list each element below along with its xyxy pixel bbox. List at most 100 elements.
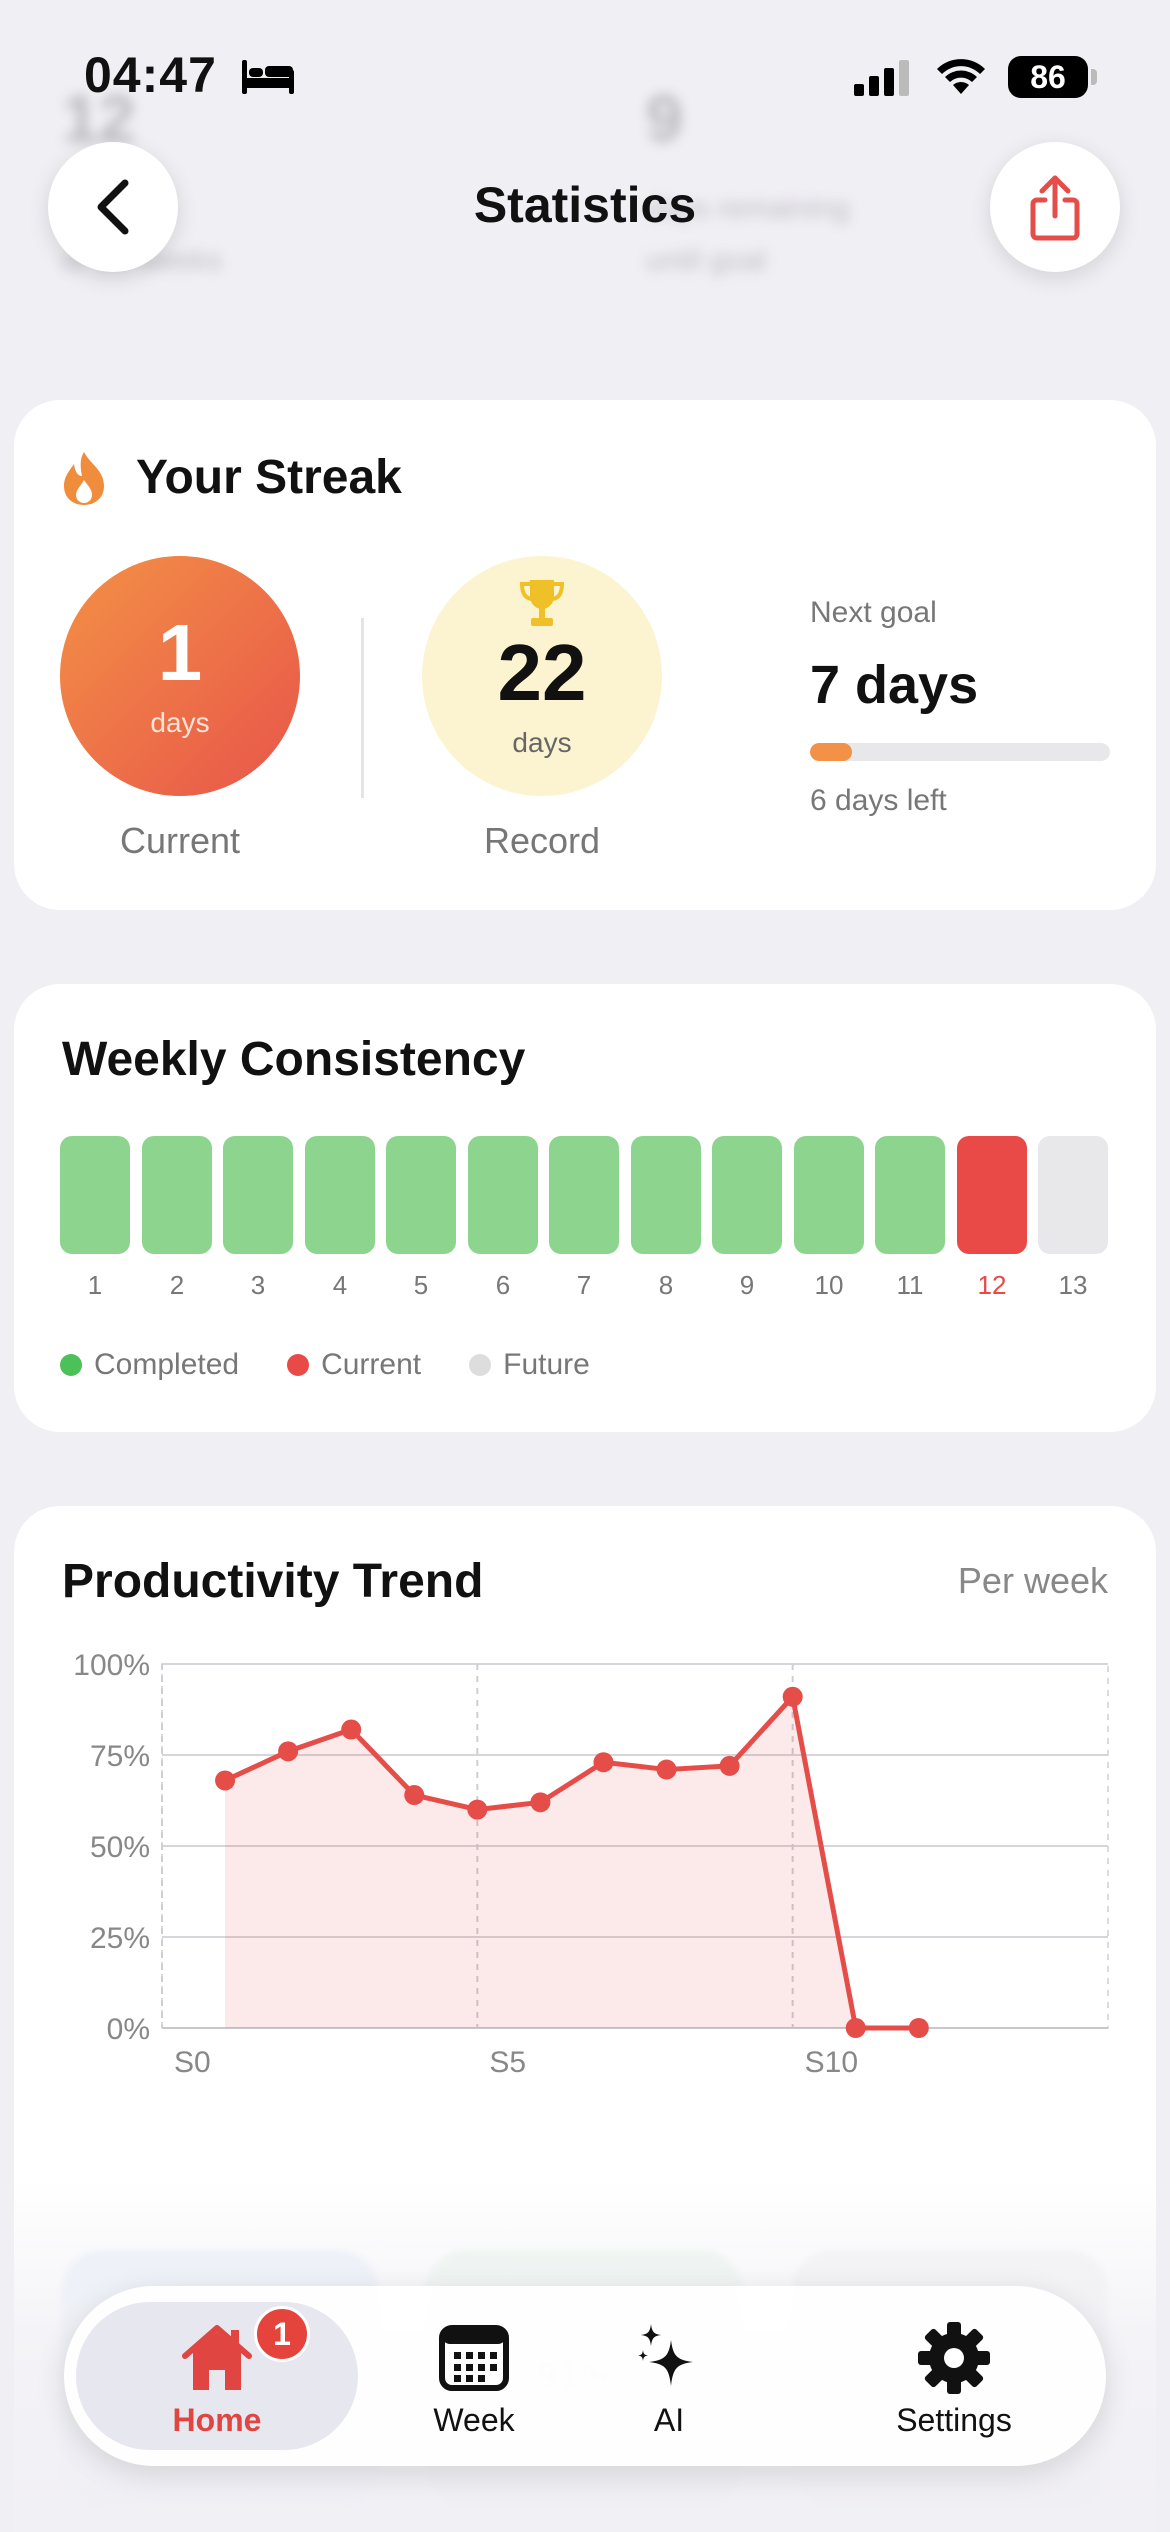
legend-future-label: Future (503, 1348, 590, 1381)
record-streak-unit: days (512, 727, 572, 758)
tab-settings[interactable]: Settings (824, 2302, 1084, 2450)
week-cell-completed (468, 1136, 538, 1254)
data-point (404, 1785, 425, 1806)
calendar-icon (439, 2325, 509, 2391)
y-tick-label: 75% (90, 1740, 150, 1773)
share-icon (1030, 175, 1080, 241)
data-point (845, 2018, 866, 2038)
week-number: 3 (250, 1270, 266, 1300)
wifi-icon (937, 59, 985, 94)
legend-future: Future (469, 1348, 590, 1382)
house-icon (182, 2325, 252, 2390)
week-cell-future (1038, 1136, 1108, 1254)
series-line (224, 1694, 919, 2031)
streak-card: Your Streak 1 days Current 22 days Recor… (14, 400, 1156, 910)
legend-current-label: Current (321, 1348, 422, 1381)
week-number: 8 (658, 1270, 674, 1300)
x-tick-label: S0 (174, 2046, 211, 2079)
week-cell-completed (386, 1136, 456, 1254)
signal-icon (854, 60, 909, 96)
week-cell-completed (794, 1136, 864, 1254)
streak-divider (361, 618, 364, 798)
next-goal-label: Next goal (810, 596, 937, 629)
chevron-left-icon (97, 179, 129, 235)
week-cell-completed (712, 1136, 782, 1254)
streak-title: Your Streak (136, 451, 402, 504)
share-button[interactable] (990, 142, 1120, 272)
data-point (530, 1792, 551, 1813)
tab-ai[interactable]: AI (604, 2302, 734, 2450)
data-point (278, 1741, 299, 1762)
data-point (593, 1752, 614, 1773)
week-number: 5 (413, 1270, 429, 1300)
status-time: 04:47 (84, 47, 217, 103)
legend-current-dot (287, 1354, 310, 1376)
next-goal-value: 7 days (810, 655, 979, 715)
legend-completed: Completed (60, 1348, 239, 1382)
record-streak-label: Record (483, 820, 601, 861)
x-tick-label: S10 (805, 2046, 858, 2079)
flame-icon (64, 452, 104, 505)
goal-progress-bar (810, 743, 1110, 761)
week-number: 13 (1058, 1270, 1088, 1300)
record-streak-circle: 22 days (422, 556, 662, 796)
week-number: 9 (739, 1270, 755, 1300)
current-streak-value: 1 (157, 608, 203, 697)
week-cell-completed (631, 1136, 701, 1254)
y-tick-label: 100% (73, 1649, 150, 1682)
tab-home-label: Home (172, 2402, 262, 2438)
tab-bar: Home 1 Week AI (64, 2286, 1106, 2466)
sparkles-icon (638, 2324, 693, 2386)
bed-icon (242, 60, 294, 94)
legend-completed-label: Completed (94, 1348, 240, 1381)
tab-week-label: Week (433, 2402, 515, 2438)
gear-icon (918, 2322, 990, 2394)
week-cell-completed (60, 1136, 130, 1254)
series-area (225, 1696, 919, 2028)
y-tick-label: 50% (90, 1831, 150, 1864)
ghost-right-sub: until goal (646, 244, 767, 277)
page-title: Statistics (473, 177, 697, 233)
data-point (908, 2018, 929, 2038)
tab-ai-label: AI (653, 2402, 685, 2438)
week-cell-current (957, 1136, 1027, 1254)
trend-title: Productivity Trend (62, 1555, 484, 1608)
week-number: 6 (495, 1270, 511, 1300)
trophy-icon (519, 580, 565, 626)
tab-settings-label: Settings (896, 2402, 1012, 2438)
week-number: 7 (576, 1270, 592, 1300)
week-number: 10 (814, 1270, 844, 1300)
week-number: 1 (87, 1270, 103, 1300)
tab-home[interactable]: Home 1 (76, 2302, 358, 2450)
current-streak-label: Current (119, 820, 241, 861)
home-badge: 1 (254, 2306, 310, 2362)
y-tick-label: 0% (107, 2013, 150, 2046)
data-point (215, 1770, 236, 1791)
week-cell-completed (305, 1136, 375, 1254)
data-point (782, 1686, 803, 1707)
week-number: 4 (332, 1270, 348, 1300)
current-streak-unit: days (150, 707, 210, 738)
x-tick-label: S5 (489, 2046, 526, 2079)
record-streak-value: 22 (497, 628, 587, 717)
tab-week[interactable]: Week (384, 2302, 564, 2450)
week-cell-completed (875, 1136, 945, 1254)
data-point (341, 1719, 362, 1740)
data-point (656, 1759, 677, 1780)
status-bar: 04:47 86 (0, 0, 1170, 140)
productivity-chart: 0% 25% 50% 75% 100% S0 S5 S10 (73, 1649, 1109, 2079)
week-number: 11 (896, 1270, 924, 1300)
week-cell-completed (142, 1136, 212, 1254)
battery-indicator: 86 (1008, 56, 1097, 98)
weekly-consistency-card: Weekly Consistency 1 2 3 4 5 6 7 8 9 10 11 12 13 Com… (14, 984, 1156, 1432)
trend-period: Per week (957, 1560, 1108, 1601)
week-number: 2 (169, 1270, 185, 1300)
y-tick-label: 25% (90, 1922, 150, 1955)
legend-completed-dot (60, 1354, 82, 1376)
weekly-title: Weekly Consistency (62, 1033, 526, 1086)
legend-current: Current (287, 1348, 421, 1382)
back-button[interactable] (48, 142, 178, 272)
data-point (719, 1755, 740, 1776)
current-streak-circle: 1 days (60, 556, 300, 796)
week-grid: 1 2 3 4 5 6 7 8 9 10 11 12 13 (60, 1136, 1108, 1316)
